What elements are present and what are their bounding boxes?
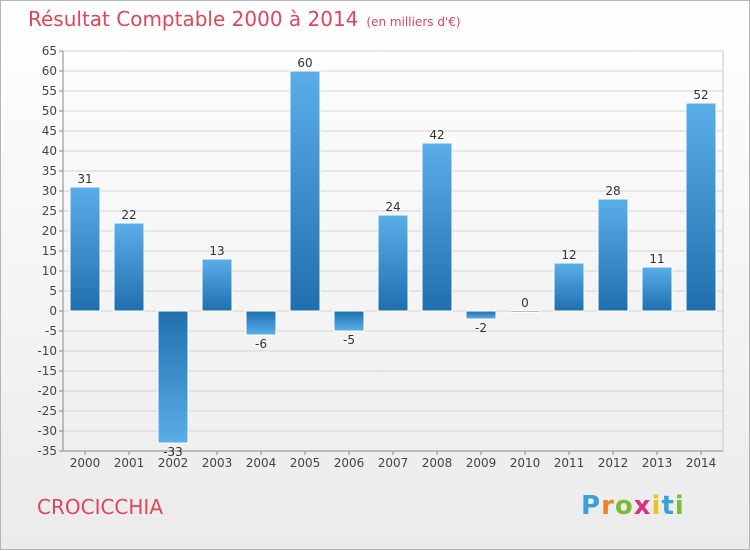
bar-2001	[113, 222, 145, 312]
bar-2012	[597, 198, 629, 312]
value-label: 22	[121, 208, 136, 222]
x-tick-label: 2000	[70, 456, 101, 470]
x-tick-label: 2009	[466, 456, 497, 470]
value-label: 13	[209, 244, 224, 258]
bar-2005	[289, 70, 321, 312]
x-tick-label: 2002	[158, 456, 189, 470]
bar-2007	[377, 214, 409, 312]
y-tick-label: 65	[42, 44, 57, 58]
value-label: 31	[77, 172, 92, 186]
y-tick-label: 50	[42, 104, 57, 118]
y-tick-label: -35	[37, 444, 57, 458]
y-tick-label: -25	[37, 404, 57, 418]
y-tick-label: 60	[42, 64, 57, 78]
label-layer: 65605550454035302520151050-5-10-15-20-25…	[37, 44, 716, 470]
y-tick-label: -20	[37, 384, 57, 398]
bar-2011	[553, 262, 585, 312]
y-tick-label: 25	[42, 204, 57, 218]
value-label: -2	[475, 321, 487, 335]
value-label: -33	[163, 445, 183, 459]
proxiti-logo[interactable]: Proxiti	[581, 491, 685, 521]
x-tick-label: 2006	[334, 456, 365, 470]
bar-2009	[465, 310, 497, 320]
x-tick-label: 2007	[378, 456, 409, 470]
value-label: 11	[649, 252, 664, 266]
bar-2010	[509, 310, 541, 313]
y-tick-label: -30	[37, 424, 57, 438]
bar-layer	[69, 70, 717, 444]
x-tick-label: 2012	[598, 456, 629, 470]
unit-label: (en milliers d'€)	[366, 15, 461, 29]
x-tick-label: 2011	[554, 456, 585, 470]
value-label: 42	[429, 128, 444, 142]
bar-2006	[333, 310, 365, 332]
y-tick-label: 20	[42, 224, 57, 238]
logo-letter: t	[661, 491, 675, 521]
y-tick-label: 0	[49, 304, 57, 318]
value-label: 52	[693, 88, 708, 102]
value-label: 12	[561, 248, 576, 262]
logo-letter: x	[633, 491, 652, 521]
bar-2000	[69, 186, 101, 312]
value-label: 0	[521, 296, 529, 310]
y-tick-label: 15	[42, 244, 57, 258]
logo-letter: P	[581, 491, 602, 521]
bar-2002	[157, 310, 189, 444]
bar-2013	[641, 266, 673, 312]
x-tick-label: 2010	[510, 456, 541, 470]
chart-title: Résultat Comptable 2000 à 2014 (en millie…	[28, 7, 461, 31]
y-tick-label: 5	[49, 284, 57, 298]
value-label: 28	[605, 184, 620, 198]
x-tick-label: 2013	[642, 456, 673, 470]
logo-letter: i	[651, 491, 662, 521]
logo-letter: i	[674, 491, 685, 521]
y-tick-label: -15	[37, 364, 57, 378]
y-tick-label: 35	[42, 164, 57, 178]
value-label: -5	[343, 333, 355, 347]
bar-2004	[245, 310, 277, 336]
y-tick-label: 40	[42, 144, 57, 158]
x-tick-label: 2004	[246, 456, 277, 470]
y-tick-label: -10	[37, 344, 57, 358]
bar-2014	[685, 102, 717, 312]
value-label: -6	[255, 337, 267, 351]
bar-2003	[201, 258, 233, 312]
y-tick-label: 45	[42, 124, 57, 138]
y-tick-label: -5	[45, 324, 57, 338]
x-tick-label: 2005	[290, 456, 321, 470]
x-tick-label: 2008	[422, 456, 453, 470]
x-tick-label: 2003	[202, 456, 233, 470]
y-tick-label: 55	[42, 84, 57, 98]
commune-name: CROCICCHIA	[37, 495, 164, 519]
title-text: Résultat Comptable 2000 à 2014	[28, 7, 359, 31]
y-tick-label: 10	[42, 264, 57, 278]
logo-letter: o	[614, 491, 634, 521]
logo-letter: r	[601, 491, 615, 521]
value-label: 24	[385, 200, 400, 214]
x-tick-label: 2014	[686, 456, 717, 470]
value-label: 60	[297, 56, 312, 70]
x-tick-label: 2001	[114, 456, 145, 470]
bar-2008	[421, 142, 453, 312]
y-tick-label: 30	[42, 184, 57, 198]
